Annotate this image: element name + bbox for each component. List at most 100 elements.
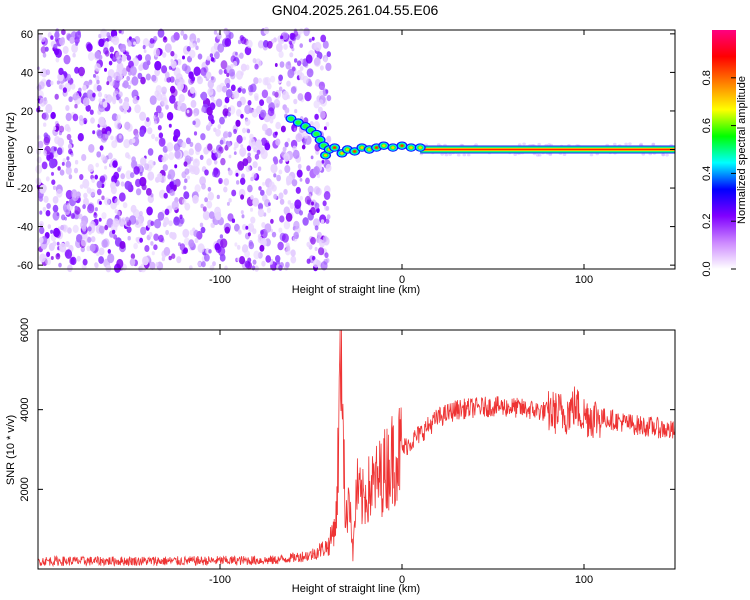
noise-dot [244, 250, 251, 258]
noise-dot [248, 138, 256, 147]
noise-dot [293, 98, 298, 105]
noise-dot [244, 118, 251, 127]
noise-dot [188, 239, 195, 248]
noise-dot [292, 149, 300, 159]
noise-dot [294, 58, 298, 63]
noise-dot [45, 210, 51, 217]
signal-point [418, 146, 422, 149]
noise-dot [242, 158, 249, 167]
noise-dot [140, 226, 147, 236]
noise-dot [42, 206, 47, 212]
noise-dot [125, 170, 132, 180]
noise-dot [234, 223, 240, 232]
noise-dot [258, 186, 262, 191]
noise-dot [537, 142, 541, 146]
noise-dot [271, 184, 277, 192]
noise-dot [193, 131, 198, 136]
noise-dot [160, 94, 167, 102]
noise-dot [125, 51, 129, 57]
noise-dot [94, 63, 101, 72]
noise-dot [124, 121, 131, 130]
colorbar-tick-label: 0.8 [701, 70, 713, 85]
noise-dot [168, 152, 175, 161]
noise-dot [250, 195, 254, 200]
noise-dot [117, 167, 121, 173]
noise-dot [158, 111, 164, 119]
noise-dot [180, 30, 185, 36]
noise-dot [41, 36, 46, 43]
noise-dot [130, 253, 136, 260]
signal-point [391, 146, 395, 149]
noise-dot [158, 234, 164, 243]
noise-dot [85, 104, 91, 112]
noise-dot [299, 195, 303, 201]
noise-dot [212, 261, 216, 267]
noise-dot [100, 28, 107, 38]
signal-point [323, 153, 328, 157]
noise-dot [289, 32, 295, 40]
noise-dot [285, 261, 290, 268]
noise-dot [89, 243, 96, 252]
noise-dot [248, 107, 253, 114]
noise-dot [284, 107, 290, 114]
noise-dot [65, 112, 72, 122]
noise-dot [207, 87, 214, 96]
noise-dot [87, 226, 92, 232]
noise-dot [146, 117, 150, 122]
noise-dot [213, 159, 218, 165]
noise-dot [119, 43, 127, 53]
noise-dot [104, 224, 109, 231]
noise-dot [39, 210, 43, 215]
noise-dot [285, 175, 293, 185]
noise-dot [326, 51, 331, 58]
noise-dot [295, 186, 301, 194]
noise-dot [113, 71, 121, 81]
noise-dot [72, 113, 79, 122]
noise-dot [310, 207, 316, 216]
noise-dot [105, 94, 113, 104]
noise-dot [211, 223, 215, 229]
noise-dot [98, 217, 102, 222]
noise-dot [127, 154, 131, 160]
noise-dot [323, 191, 331, 200]
noise-dot [161, 256, 166, 262]
noise-dot [207, 79, 214, 89]
noise-dot [153, 218, 162, 229]
noise-dot [58, 67, 64, 76]
noise-dot [118, 218, 126, 227]
noise-dot [256, 149, 261, 155]
noise-dot [55, 123, 60, 129]
noise-dot [112, 35, 120, 46]
noise-dot [314, 246, 318, 252]
noise-dot [74, 205, 78, 210]
noise-dot [240, 144, 244, 149]
noise-dot [289, 52, 294, 58]
noise-dot [247, 152, 251, 158]
y-tick-label: 60 [21, 29, 33, 41]
noise-dot [39, 70, 44, 76]
noise-dot [233, 128, 238, 134]
noise-dot [120, 173, 125, 180]
noise-dot [53, 151, 59, 158]
noise-dot [262, 194, 268, 202]
noise-dot [260, 238, 267, 248]
noise-dot [104, 50, 110, 57]
noise-dot [158, 132, 164, 139]
snr-panel: -100 0 100 2000 4000 6000 Height of straight … [5, 318, 676, 595]
noise-dot [222, 108, 229, 117]
noise-dot [193, 229, 199, 237]
noise-dot [189, 49, 196, 59]
noise-dot [147, 148, 154, 156]
noise-dot [325, 89, 329, 94]
noise-dot [286, 94, 291, 100]
noise-dot [223, 27, 229, 35]
noise-dot [177, 100, 182, 107]
noise-dot [208, 249, 212, 254]
noise-dot [323, 126, 327, 131]
noise-dot [70, 213, 76, 219]
noise-dot [208, 122, 212, 127]
noise-dot [122, 101, 130, 111]
noise-dot [65, 241, 70, 248]
noise-dot [444, 153, 449, 157]
noise-dot [182, 55, 185, 60]
